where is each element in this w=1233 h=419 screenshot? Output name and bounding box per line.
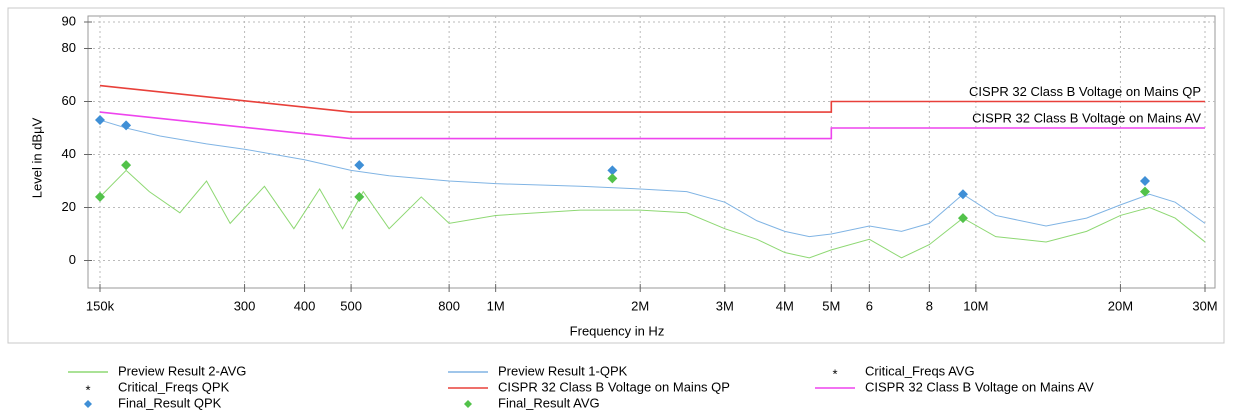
legend-label: Preview Result 2-AVG (118, 363, 246, 378)
legend-label: CISPR 32 Class B Voltage on Mains QP (498, 379, 730, 394)
data-point (607, 165, 618, 176)
x-tick-label: 30M (1192, 298, 1217, 313)
x-tick-label: 2M (631, 298, 649, 313)
data-point (354, 191, 365, 202)
legend-label: CISPR 32 Class B Voltage on Mains AV (865, 379, 1094, 394)
data-point (95, 191, 105, 202)
y-axis-label: Level in dBµV (29, 117, 44, 198)
y-tick-label: 0 (69, 252, 76, 267)
plot-frame (87, 15, 1216, 289)
x-tick-label: 10M (963, 298, 988, 313)
data-point (957, 213, 968, 224)
data-point (121, 120, 132, 131)
data-point (1140, 176, 1151, 186)
series-line (99, 119, 1206, 238)
legend-label: Final_Result AVG (498, 395, 600, 410)
y-tick-label: 20 (62, 199, 76, 214)
x-tick-label: 8 (926, 298, 933, 313)
data-point (607, 173, 618, 184)
data-point (121, 160, 132, 171)
legend-swatch: * (85, 382, 90, 397)
y-tick-label: 60 (62, 93, 76, 108)
y-tick-label: 40 (62, 146, 76, 161)
y-tick-label: 80 (62, 40, 76, 55)
limit-label: CISPR 32 Class B Voltage on Mains QP (969, 84, 1201, 99)
legend-label: Critical_Freqs QPK (118, 379, 230, 394)
series-line (99, 111, 1205, 140)
series-line (99, 84, 1205, 113)
data-point (95, 115, 105, 126)
legend-swatch (84, 400, 92, 408)
legend-label: Final_Result QPK (118, 395, 222, 410)
x-tick-label: 500 (340, 298, 362, 313)
x-tick-label: 400 (294, 298, 316, 313)
x-tick-label: 4M (776, 298, 794, 313)
limit-label: CISPR 32 Class B Voltage on Mains AV (972, 110, 1201, 125)
x-tick-label: 150k (86, 298, 115, 313)
chart-frame (7, 7, 1225, 344)
x-tick-label: 3M (716, 298, 734, 313)
legend-swatch: * (832, 366, 837, 381)
legend-swatch (464, 400, 472, 408)
data-point (354, 160, 365, 171)
x-tick-label: 6 (866, 298, 873, 313)
x-axis-label: Frequency in Hz (570, 323, 665, 338)
x-tick-label: 1M (487, 298, 505, 313)
x-tick-label: 5M (822, 298, 840, 313)
legend-label: Critical_Freqs AVG (865, 363, 975, 378)
x-tick-label: 20M (1108, 298, 1133, 313)
x-tick-label: 300 (234, 298, 256, 313)
data-point (957, 189, 968, 200)
series-line (99, 169, 1206, 259)
data-point (1140, 186, 1151, 197)
y-tick-label: 90 (62, 13, 76, 28)
x-tick-label: 800 (438, 298, 460, 313)
legend-label: Preview Result 1-QPK (498, 363, 628, 378)
